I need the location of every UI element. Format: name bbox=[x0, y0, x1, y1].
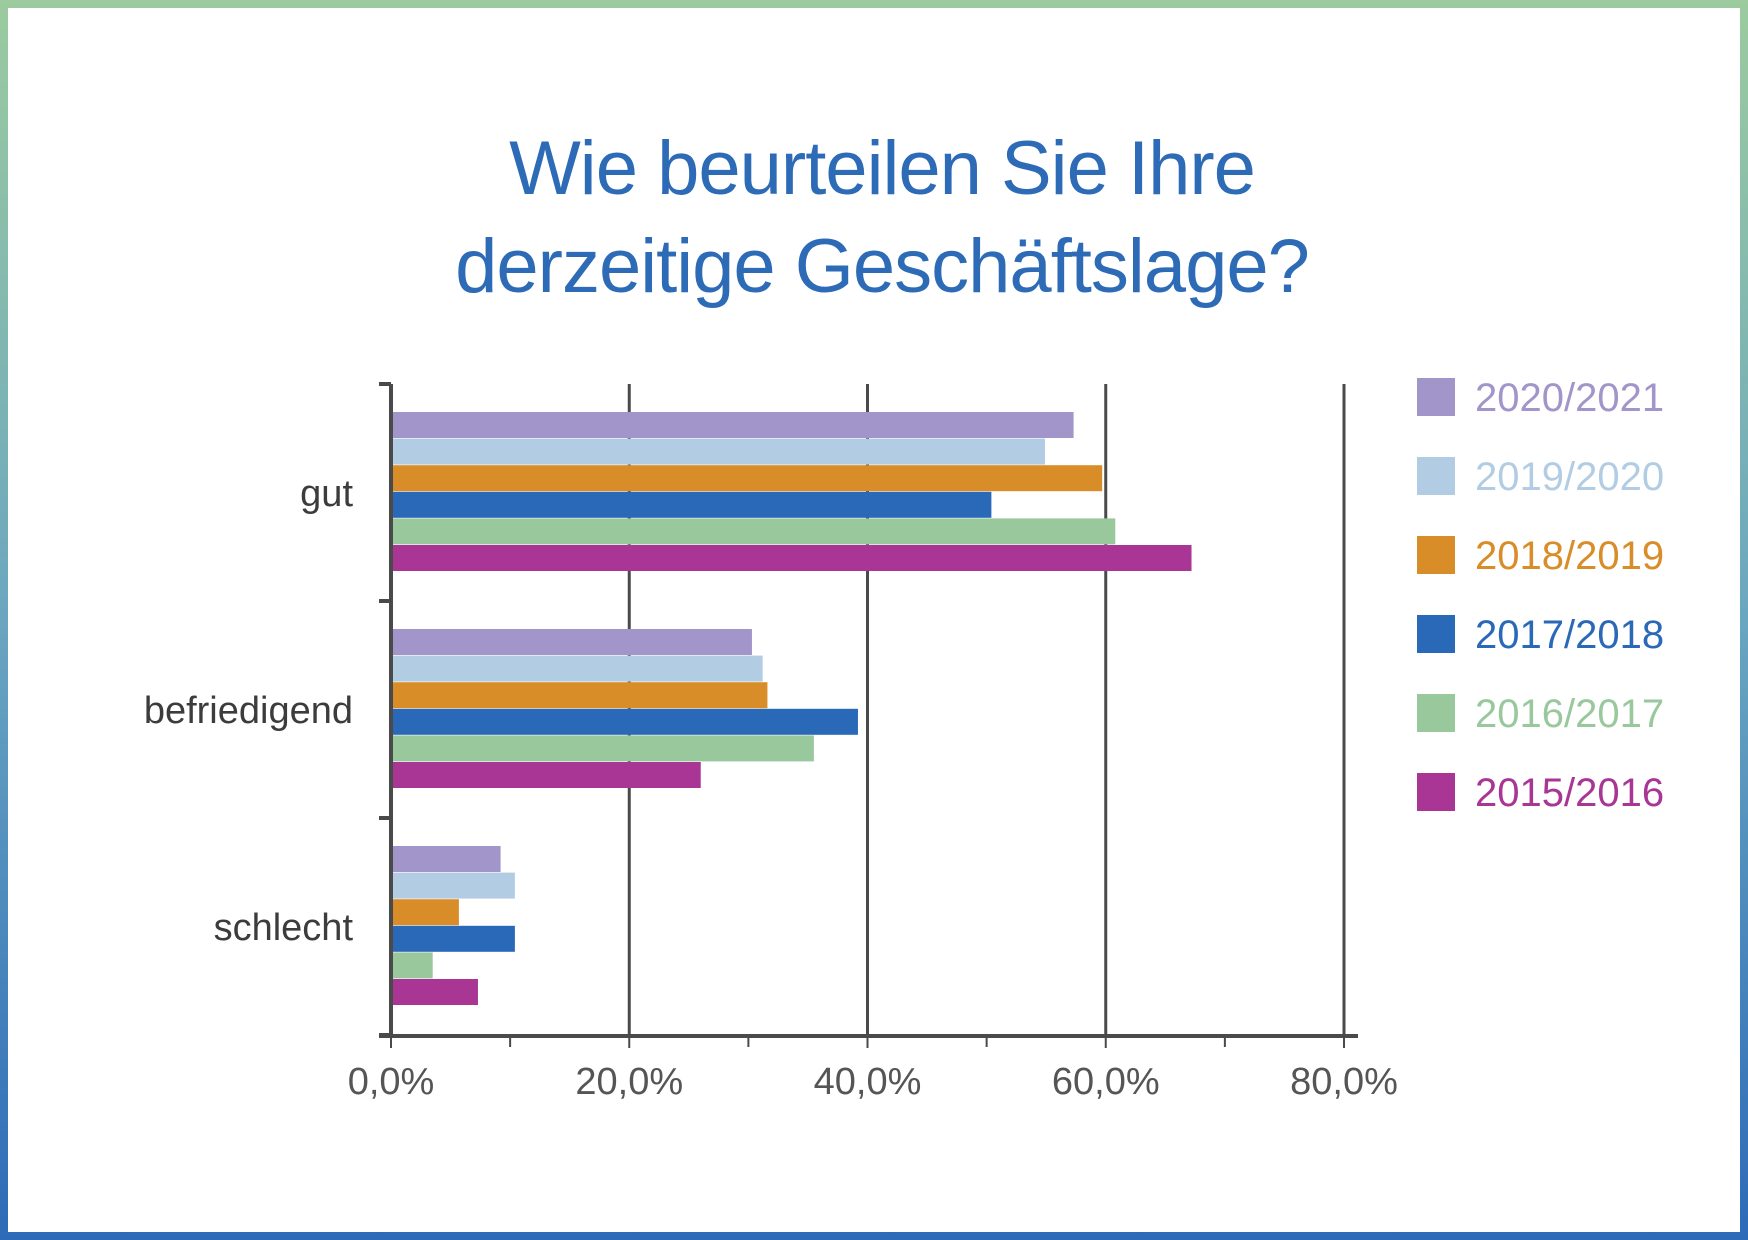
bar bbox=[391, 545, 1192, 571]
bar bbox=[391, 762, 701, 788]
bar bbox=[391, 629, 752, 655]
bar bbox=[391, 412, 1074, 438]
x-tick-label: 0,0% bbox=[348, 1061, 435, 1103]
bar bbox=[391, 655, 763, 682]
bar bbox=[391, 735, 814, 762]
bar bbox=[391, 682, 768, 709]
legend-item: 2015/2016 bbox=[1417, 771, 1717, 815]
bar bbox=[391, 438, 1045, 465]
legend-swatch bbox=[1417, 694, 1455, 732]
legend-item: 2019/2020 bbox=[1417, 455, 1717, 499]
legend-item: 2018/2019 bbox=[1417, 534, 1717, 578]
bar bbox=[391, 465, 1103, 492]
legend-swatch bbox=[1417, 615, 1455, 653]
x-tick-label: 60,0% bbox=[1052, 1061, 1160, 1103]
x-tick-label: 80,0% bbox=[1290, 1061, 1398, 1103]
legend-swatch bbox=[1417, 378, 1455, 416]
legend-label: 2018/2019 bbox=[1475, 534, 1665, 578]
x-tick-label: 40,0% bbox=[814, 1061, 922, 1103]
chart-title-line-1: Wie beurteilen Sie Ihre bbox=[509, 126, 1256, 211]
chart-title: Wie beurteilen Sie Ihre derzeitige Gesch… bbox=[8, 120, 1748, 316]
category-label: gut bbox=[300, 473, 353, 515]
legend-item: 2017/2018 bbox=[1417, 613, 1717, 657]
bar bbox=[391, 979, 478, 1005]
legend-label: 2019/2020 bbox=[1475, 455, 1665, 499]
bar bbox=[391, 872, 515, 899]
bar bbox=[391, 846, 501, 872]
bar bbox=[391, 952, 433, 979]
chart-title-line-2: derzeitige Geschäftslage? bbox=[455, 224, 1310, 309]
bar bbox=[391, 925, 515, 952]
legend-item: 2020/2021 bbox=[1417, 376, 1717, 420]
legend-label: 2015/2016 bbox=[1475, 771, 1665, 815]
bar bbox=[391, 491, 992, 518]
legend-swatch bbox=[1417, 536, 1455, 574]
legend-label: 2020/2021 bbox=[1475, 376, 1665, 420]
bar bbox=[391, 708, 858, 735]
category-label: schlecht bbox=[214, 907, 354, 949]
bar bbox=[391, 518, 1116, 545]
legend-swatch bbox=[1417, 773, 1455, 811]
legend-label: 2016/2017 bbox=[1475, 692, 1665, 736]
legend-swatch bbox=[1417, 457, 1455, 495]
bar bbox=[391, 899, 459, 926]
category-label: befriedigend bbox=[144, 690, 353, 732]
legend-label: 2017/2018 bbox=[1475, 613, 1665, 657]
x-tick-label: 20,0% bbox=[575, 1061, 683, 1103]
legend-item: 2016/2017 bbox=[1417, 692, 1717, 736]
